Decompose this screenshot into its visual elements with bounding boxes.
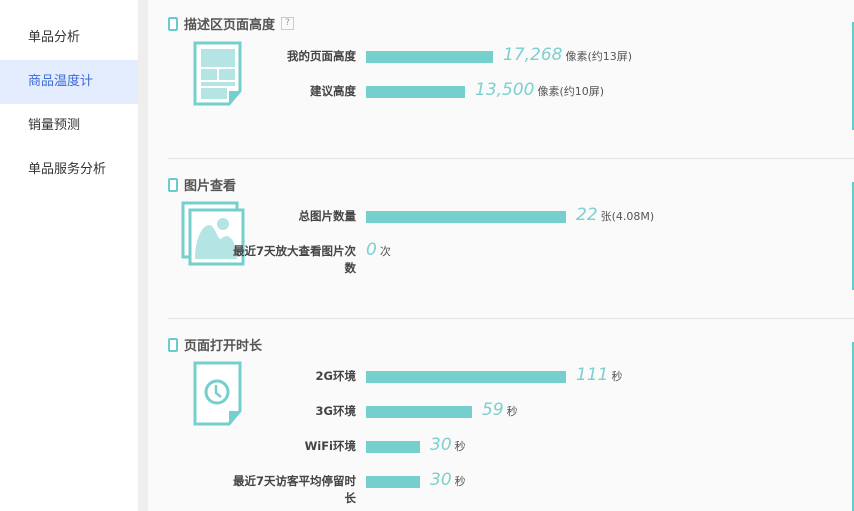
metric-bar bbox=[366, 211, 566, 223]
section-title-page-height: 描述区页面高度? bbox=[168, 14, 295, 33]
value-unit: 像素(约13屏) bbox=[565, 50, 633, 63]
metric-label: 最近7天访客平均停留时长 bbox=[232, 474, 356, 505]
value-number: 30 bbox=[430, 470, 452, 490]
metric-label: WiFi环境 bbox=[304, 439, 356, 453]
title-text: 图片查看 bbox=[184, 179, 237, 194]
value-unit: 像素(约10屏) bbox=[537, 85, 605, 98]
metric-label: 3G环境 bbox=[315, 404, 356, 418]
value-unit: 次 bbox=[379, 245, 391, 258]
metric-bar bbox=[366, 476, 420, 488]
metric-label: 我的页面高度 bbox=[287, 49, 356, 63]
sidebar-item-thermometer[interactable]: 商品温度计 bbox=[0, 60, 138, 104]
document-layout-icon bbox=[193, 41, 242, 106]
metric-value: 22 张(4.08M) bbox=[576, 205, 654, 225]
value-unit: 秒 bbox=[611, 370, 623, 383]
value-unit: 秒 bbox=[454, 475, 466, 488]
phone-icon bbox=[168, 177, 178, 192]
metric-bar bbox=[366, 371, 566, 383]
section-edge bbox=[852, 182, 854, 290]
section-edge bbox=[852, 342, 854, 511]
help-icon[interactable]: ? bbox=[281, 17, 295, 30]
divider bbox=[168, 158, 854, 159]
title-text: 描述区页面高度 bbox=[184, 18, 276, 33]
sidebar-item-service-analysis[interactable]: 单品服务分析 bbox=[28, 162, 107, 177]
value-unit: 秒 bbox=[454, 440, 466, 453]
metric-value: 17,268 像素(约13屏) bbox=[503, 45, 632, 65]
metric-value: 13,500 像素(约10屏) bbox=[475, 80, 604, 100]
sidebar-item-sales-forecast[interactable]: 销量预测 bbox=[28, 118, 81, 133]
value-number: 59 bbox=[482, 400, 504, 420]
metric-label: 最近7天放大查看图片次数 bbox=[232, 244, 356, 275]
value-number: 22 bbox=[576, 205, 598, 225]
value-number: 17,268 bbox=[503, 45, 563, 65]
divider bbox=[168, 318, 854, 319]
image-gallery-icon bbox=[181, 201, 245, 266]
phone-icon bbox=[168, 337, 178, 352]
phone-icon bbox=[168, 16, 178, 31]
value-number: 13,500 bbox=[475, 80, 535, 100]
value-number: 111 bbox=[576, 365, 609, 385]
gutter bbox=[138, 0, 148, 511]
sidebar: 单品分析 商品温度计 销量预测 单品服务分析 bbox=[0, 0, 138, 511]
section-title-load-time: 页面打开时长 bbox=[168, 335, 262, 354]
section-title-images: 图片查看 bbox=[168, 175, 236, 194]
metric-label: 总图片数量 bbox=[298, 209, 357, 223]
sidebar-item-single-analysis[interactable]: 单品分析 bbox=[28, 30, 81, 45]
metric-bar bbox=[366, 86, 465, 98]
metric-value: 30 秒 bbox=[430, 470, 466, 490]
metric-value: 111 秒 bbox=[576, 365, 622, 385]
metric-value: 30 秒 bbox=[430, 435, 466, 455]
section-edge bbox=[852, 22, 854, 130]
title-text: 页面打开时长 bbox=[184, 339, 263, 354]
value-number: 30 bbox=[430, 435, 452, 455]
value-number: 0 bbox=[366, 240, 377, 260]
value-unit: 张(4.08M) bbox=[600, 210, 655, 223]
value-unit: 秒 bbox=[506, 405, 518, 418]
metric-label: 建议高度 bbox=[310, 84, 356, 98]
metric-bar bbox=[366, 51, 493, 63]
metric-label: 2G环境 bbox=[315, 369, 356, 383]
metric-bar bbox=[366, 441, 420, 453]
clock-document-icon bbox=[193, 361, 242, 426]
metric-bar bbox=[366, 406, 472, 418]
metric-value: 59 秒 bbox=[482, 400, 518, 420]
